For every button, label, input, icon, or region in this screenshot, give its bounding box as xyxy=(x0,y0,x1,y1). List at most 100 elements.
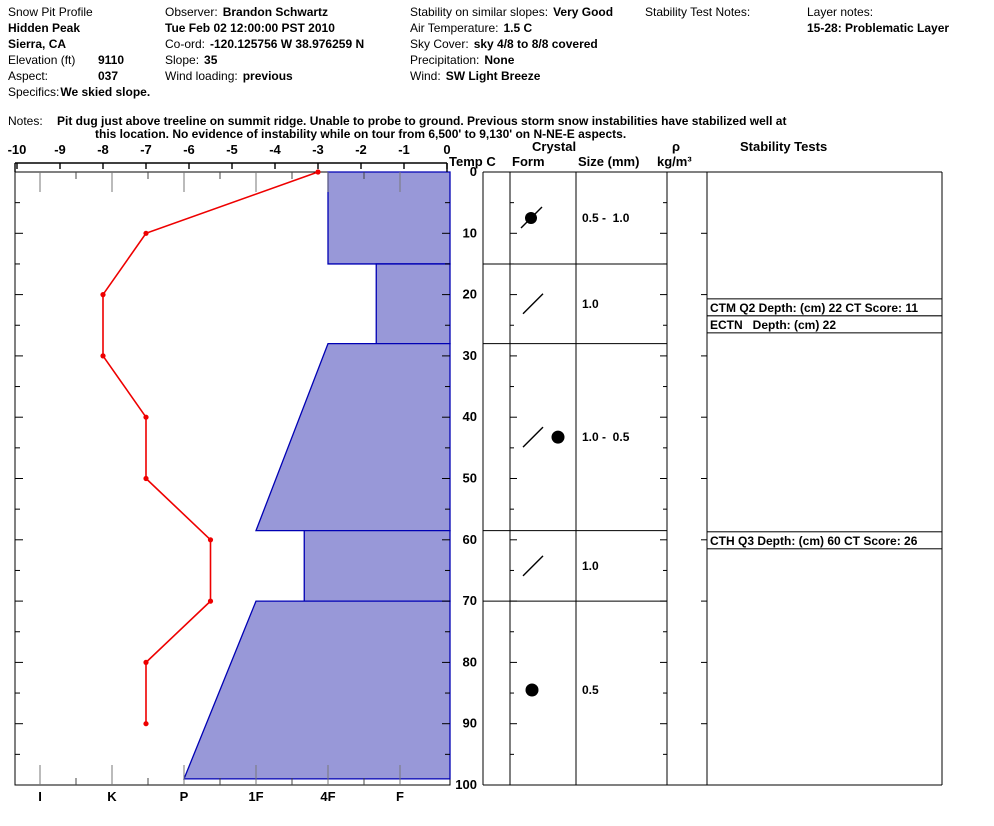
temperature-point xyxy=(207,537,214,543)
temp-axis-label: -7 xyxy=(140,142,152,157)
coord-label: Co-ord: xyxy=(165,37,206,51)
wind-loading-row: Wind loading: previous xyxy=(165,70,293,83)
stability-tests-header: Stability Tests xyxy=(740,139,828,154)
temperature-point xyxy=(143,475,149,482)
stability-slopes-row: Stability on similar slopes: Very Good xyxy=(410,6,613,19)
slope-value: 35 xyxy=(204,53,218,67)
elevation-value: 9110 xyxy=(98,53,125,67)
air-temp-row: Air Temperature: 1.5 C xyxy=(410,22,532,35)
coord-row: Co-ord: -120.125756 W 38.976259 N xyxy=(165,38,364,51)
precipitation-value: None xyxy=(484,53,515,67)
wind-label: Wind: xyxy=(410,69,441,83)
grain-form-icon xyxy=(520,206,543,229)
wind-value: SW Light Breeze xyxy=(445,69,541,83)
wind-loading-label: Wind loading: xyxy=(165,69,238,83)
temperature-line xyxy=(102,171,319,724)
datetime-value: Tue Feb 02 12:00:00 PST 2010 xyxy=(165,21,335,35)
hardness-layer xyxy=(327,171,451,265)
temp-axis-label: 0 xyxy=(443,142,450,157)
temperature-point xyxy=(100,292,106,298)
grain-form-icon xyxy=(522,426,544,448)
hardness-layer xyxy=(183,600,451,780)
size-column-header: Size (mm) xyxy=(578,154,640,169)
temp-axis-label: -5 xyxy=(226,142,238,157)
notes-label: Notes: xyxy=(8,114,43,128)
depth-label: 100 xyxy=(455,777,477,792)
observer-row: Observer: Brandon Schwartz xyxy=(165,6,328,19)
depth-label: 90 xyxy=(463,716,477,731)
air-temp-value: 1.5 C xyxy=(503,21,533,35)
grain-size-value: 0.5 - 1.0 xyxy=(582,211,630,225)
wind-row: Wind: SW Light Breeze xyxy=(410,70,540,83)
specifics-row: Specifics:We skied slope. xyxy=(8,86,150,99)
temp-axis-label: -9 xyxy=(54,142,66,157)
grain-form-icon xyxy=(525,683,539,697)
observer-label: Observer: xyxy=(165,5,218,19)
temp-axis-label: -8 xyxy=(97,142,109,157)
layer-notes-value: 15-28: Problematic Layer xyxy=(807,21,950,35)
hardness-layer xyxy=(303,529,451,602)
specifics-value: We skied slope. xyxy=(60,85,151,99)
crystal-column-header: Crystal xyxy=(532,139,577,154)
hardness-label: F xyxy=(396,789,404,804)
grain-size-value: 0.5 xyxy=(582,683,599,697)
sky-cover-label: Sky Cover: xyxy=(410,37,469,51)
page-title: Snow Pit Profile xyxy=(8,5,93,19)
temperature-point xyxy=(143,721,149,727)
grain-form-icon xyxy=(522,293,544,315)
aspect-label: Aspect: xyxy=(8,69,49,83)
specifics-label: Specifics: xyxy=(8,85,60,99)
notes-line1: Pit dug just above treeline on summit ri… xyxy=(57,114,787,128)
air-temp-label: Air Temperature: xyxy=(410,21,499,35)
aspect-value: 037 xyxy=(98,69,119,83)
stability-test-box xyxy=(706,531,943,550)
depth-label: 50 xyxy=(463,471,477,486)
temperature-point xyxy=(207,598,214,604)
depth-label: 40 xyxy=(463,409,477,424)
depth-label: 20 xyxy=(463,287,477,302)
temp-axis-label: -10 xyxy=(8,142,27,157)
elevation-row: Elevation (ft) 9110 xyxy=(8,54,124,67)
aspect-row: Aspect: 037 xyxy=(8,70,118,83)
notes-line2: this location. No evidence of instabilit… xyxy=(95,127,627,141)
depth-label: 0 xyxy=(470,164,477,179)
hardness-label: 4F xyxy=(320,789,335,804)
density-column-header: ρ xyxy=(672,139,681,154)
temperature-point xyxy=(143,659,149,666)
precipitation-label: Precipitation: xyxy=(410,53,480,67)
temp-column-header: Temp C xyxy=(449,154,496,169)
stability-test-notes-label: Stability Test Notes: xyxy=(645,5,751,19)
grain-form-icon xyxy=(551,430,565,444)
depth-label: 30 xyxy=(463,348,477,363)
grain-form-icon xyxy=(522,555,544,577)
hardness-layer xyxy=(375,263,451,345)
sky-cover-row: Sky Cover: sky 4/8 to 8/8 covered xyxy=(410,38,598,51)
grain-size-value: 1.0 - 0.5 xyxy=(582,430,630,444)
depth-label: 70 xyxy=(463,593,477,608)
temperature-point xyxy=(143,230,149,236)
temp-axis-label: -4 xyxy=(269,142,281,157)
temp-axis-label: -2 xyxy=(355,142,367,157)
stability-test-entry: CTH Q3 Depth: (cm) 60 CT Score: 26 xyxy=(710,534,918,548)
stability-slopes-label: Stability on similar slopes: xyxy=(410,5,549,19)
depth-label: 10 xyxy=(463,225,477,240)
hardness-label: I xyxy=(38,789,42,804)
depth-label: 60 xyxy=(463,532,477,547)
wind-loading-value: previous xyxy=(242,69,293,83)
depth-label: 80 xyxy=(463,654,477,669)
site-name: Hidden Peak xyxy=(8,21,81,35)
temp-axis-label: -6 xyxy=(183,142,195,157)
hardness-label: 1F xyxy=(248,789,263,804)
temperature-point xyxy=(315,169,321,175)
form-column-header: Form xyxy=(512,154,545,169)
grain-size-value: 1.0 xyxy=(582,297,599,311)
observer-value: Brandon Schwartz xyxy=(222,5,329,19)
slope-row: Slope: 35 xyxy=(165,54,217,67)
hardness-label: P xyxy=(180,789,189,804)
hardness-label: K xyxy=(107,789,117,804)
stability-slopes-value: Very Good xyxy=(553,5,614,19)
precipitation-row: Precipitation: None xyxy=(410,54,514,67)
stability-test-box xyxy=(706,315,943,334)
temperature-point xyxy=(100,353,106,359)
